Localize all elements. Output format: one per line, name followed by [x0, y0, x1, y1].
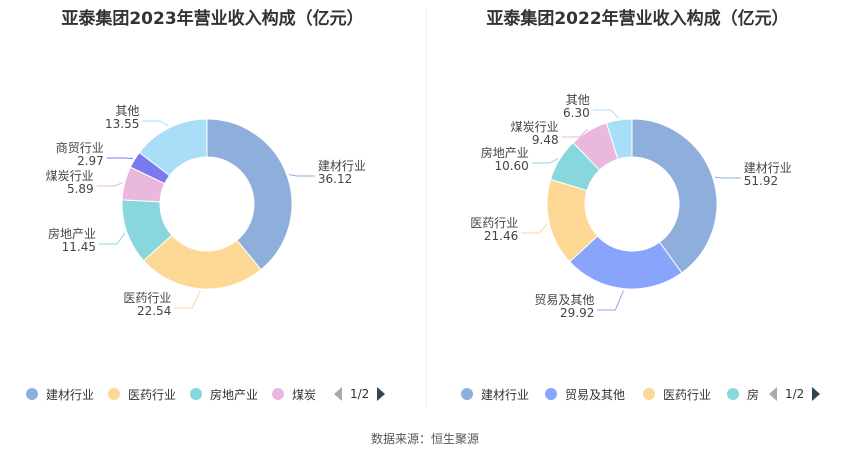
legend-label: 建材行业	[46, 387, 95, 402]
legend-label: 建材行业	[481, 387, 530, 402]
legend-item[interactable]: 煤炭	[272, 384, 316, 404]
leader-line	[521, 223, 548, 234]
page-indicator: 1/2	[785, 387, 805, 401]
slice-value-label: 11.45	[62, 240, 96, 254]
chart-2023: 亚泰集团2023年营业收入构成（亿元） 建材行业 36.12 医药行业 22.54 房地…	[0, 0, 425, 420]
legend-pager: 1/2	[769, 384, 821, 404]
slice-label: 贸易及其他	[534, 293, 594, 307]
slice-建材行业[interactable]	[206, 118, 293, 271]
leader-line	[597, 290, 624, 311]
leader-line	[561, 128, 589, 138]
slice-label: 建材行业	[744, 161, 792, 175]
legend-item[interactable]: 房	[727, 384, 759, 404]
prev-page-icon[interactable]	[334, 387, 342, 401]
next-page-icon[interactable]	[812, 387, 821, 401]
legend-dot-icon	[545, 388, 557, 400]
legend-item[interactable]: 建材行业	[26, 384, 94, 404]
page-indicator: 1/2	[350, 387, 370, 401]
slice-label: 其他	[566, 93, 590, 107]
legend-dot-icon	[26, 388, 38, 400]
slice-value-label: 2.97	[77, 154, 104, 168]
slice-label: 房地产业	[48, 226, 96, 241]
slice-其他[interactable]	[605, 118, 633, 160]
slice-value-label: 10.60	[494, 159, 528, 173]
legend-dot-icon	[190, 388, 202, 400]
legend-item[interactable]: 建材行业	[461, 384, 529, 404]
slice-label: 建材行业	[318, 159, 366, 173]
panel-divider	[426, 8, 427, 408]
chart-2022: 亚泰集团2022年营业收入构成（亿元） 建材行业 51.92 贸易及其他 29.92 医…	[425, 0, 850, 420]
legend-2022: 建材行业 贸易及其他 医药行业 房 1/2	[425, 384, 850, 404]
leader-line	[714, 176, 741, 179]
slice-value-label: 36.12	[318, 172, 352, 186]
legend-dot-icon	[727, 388, 739, 400]
leader-line	[174, 290, 201, 309]
slice-value-label: 5.89	[67, 182, 94, 196]
legend-dot-icon	[272, 388, 284, 400]
legend-item[interactable]: 房地产业	[190, 384, 258, 404]
legend-label: 房	[747, 387, 760, 402]
legend-label: 贸易及其他	[565, 387, 626, 402]
legend-item[interactable]: 贸易及其他	[545, 384, 625, 404]
slice-贸易及其他[interactable]	[568, 235, 683, 290]
slice-label: 其他	[115, 104, 139, 118]
legend-2023: 建材行业 医药行业 房地产业 煤炭 1/2	[0, 384, 425, 404]
slice-label: 煤炭行业	[46, 169, 94, 183]
leader-line	[106, 157, 133, 160]
slice-value-label: 21.46	[484, 229, 518, 243]
leader-line	[142, 120, 169, 127]
prev-page-icon[interactable]	[769, 387, 777, 401]
legend-dot-icon	[643, 388, 655, 400]
slice-value-label: 13.55	[105, 117, 139, 131]
slice-value-label: 6.30	[563, 106, 590, 120]
slice-value-label: 51.92	[744, 174, 778, 188]
chart-title: 亚泰集团2022年营业收入构成（亿元）	[486, 9, 789, 29]
legend-pager: 1/2	[334, 384, 386, 404]
legend-dot-icon	[108, 388, 120, 400]
legend-item[interactable]: 医药行业	[643, 384, 711, 404]
slice-其他[interactable]	[138, 118, 208, 177]
leader-line	[592, 109, 620, 119]
leader-line	[96, 182, 123, 187]
legend-label: 房地产业	[210, 387, 259, 402]
next-page-icon[interactable]	[377, 387, 386, 401]
slice-label: 医药行业	[123, 291, 171, 305]
legend-label: 煤炭	[292, 387, 317, 402]
legend-item[interactable]: 医药行业	[108, 384, 176, 404]
slice-value-label: 22.54	[137, 304, 171, 318]
slice-建材行业[interactable]	[631, 118, 718, 274]
leader-line	[288, 174, 315, 177]
slice-label: 商贸行业	[56, 140, 104, 155]
slice-value-label: 29.92	[560, 306, 594, 320]
legend-dot-icon	[461, 388, 473, 400]
chart-title: 亚泰集团2023年营业收入构成（亿元）	[61, 9, 364, 29]
leader-line	[98, 232, 126, 245]
slice-label: 医药行业	[470, 216, 518, 230]
leader-line	[531, 158, 559, 164]
data-source: 数据来源：恒生聚源	[370, 432, 479, 446]
slice-label: 煤炭行业	[511, 120, 559, 134]
slice-label: 房地产业	[481, 145, 529, 160]
legend-label: 医药行业	[128, 387, 177, 402]
legend-label: 医药行业	[663, 387, 712, 402]
slice-value-label: 9.48	[532, 133, 559, 147]
